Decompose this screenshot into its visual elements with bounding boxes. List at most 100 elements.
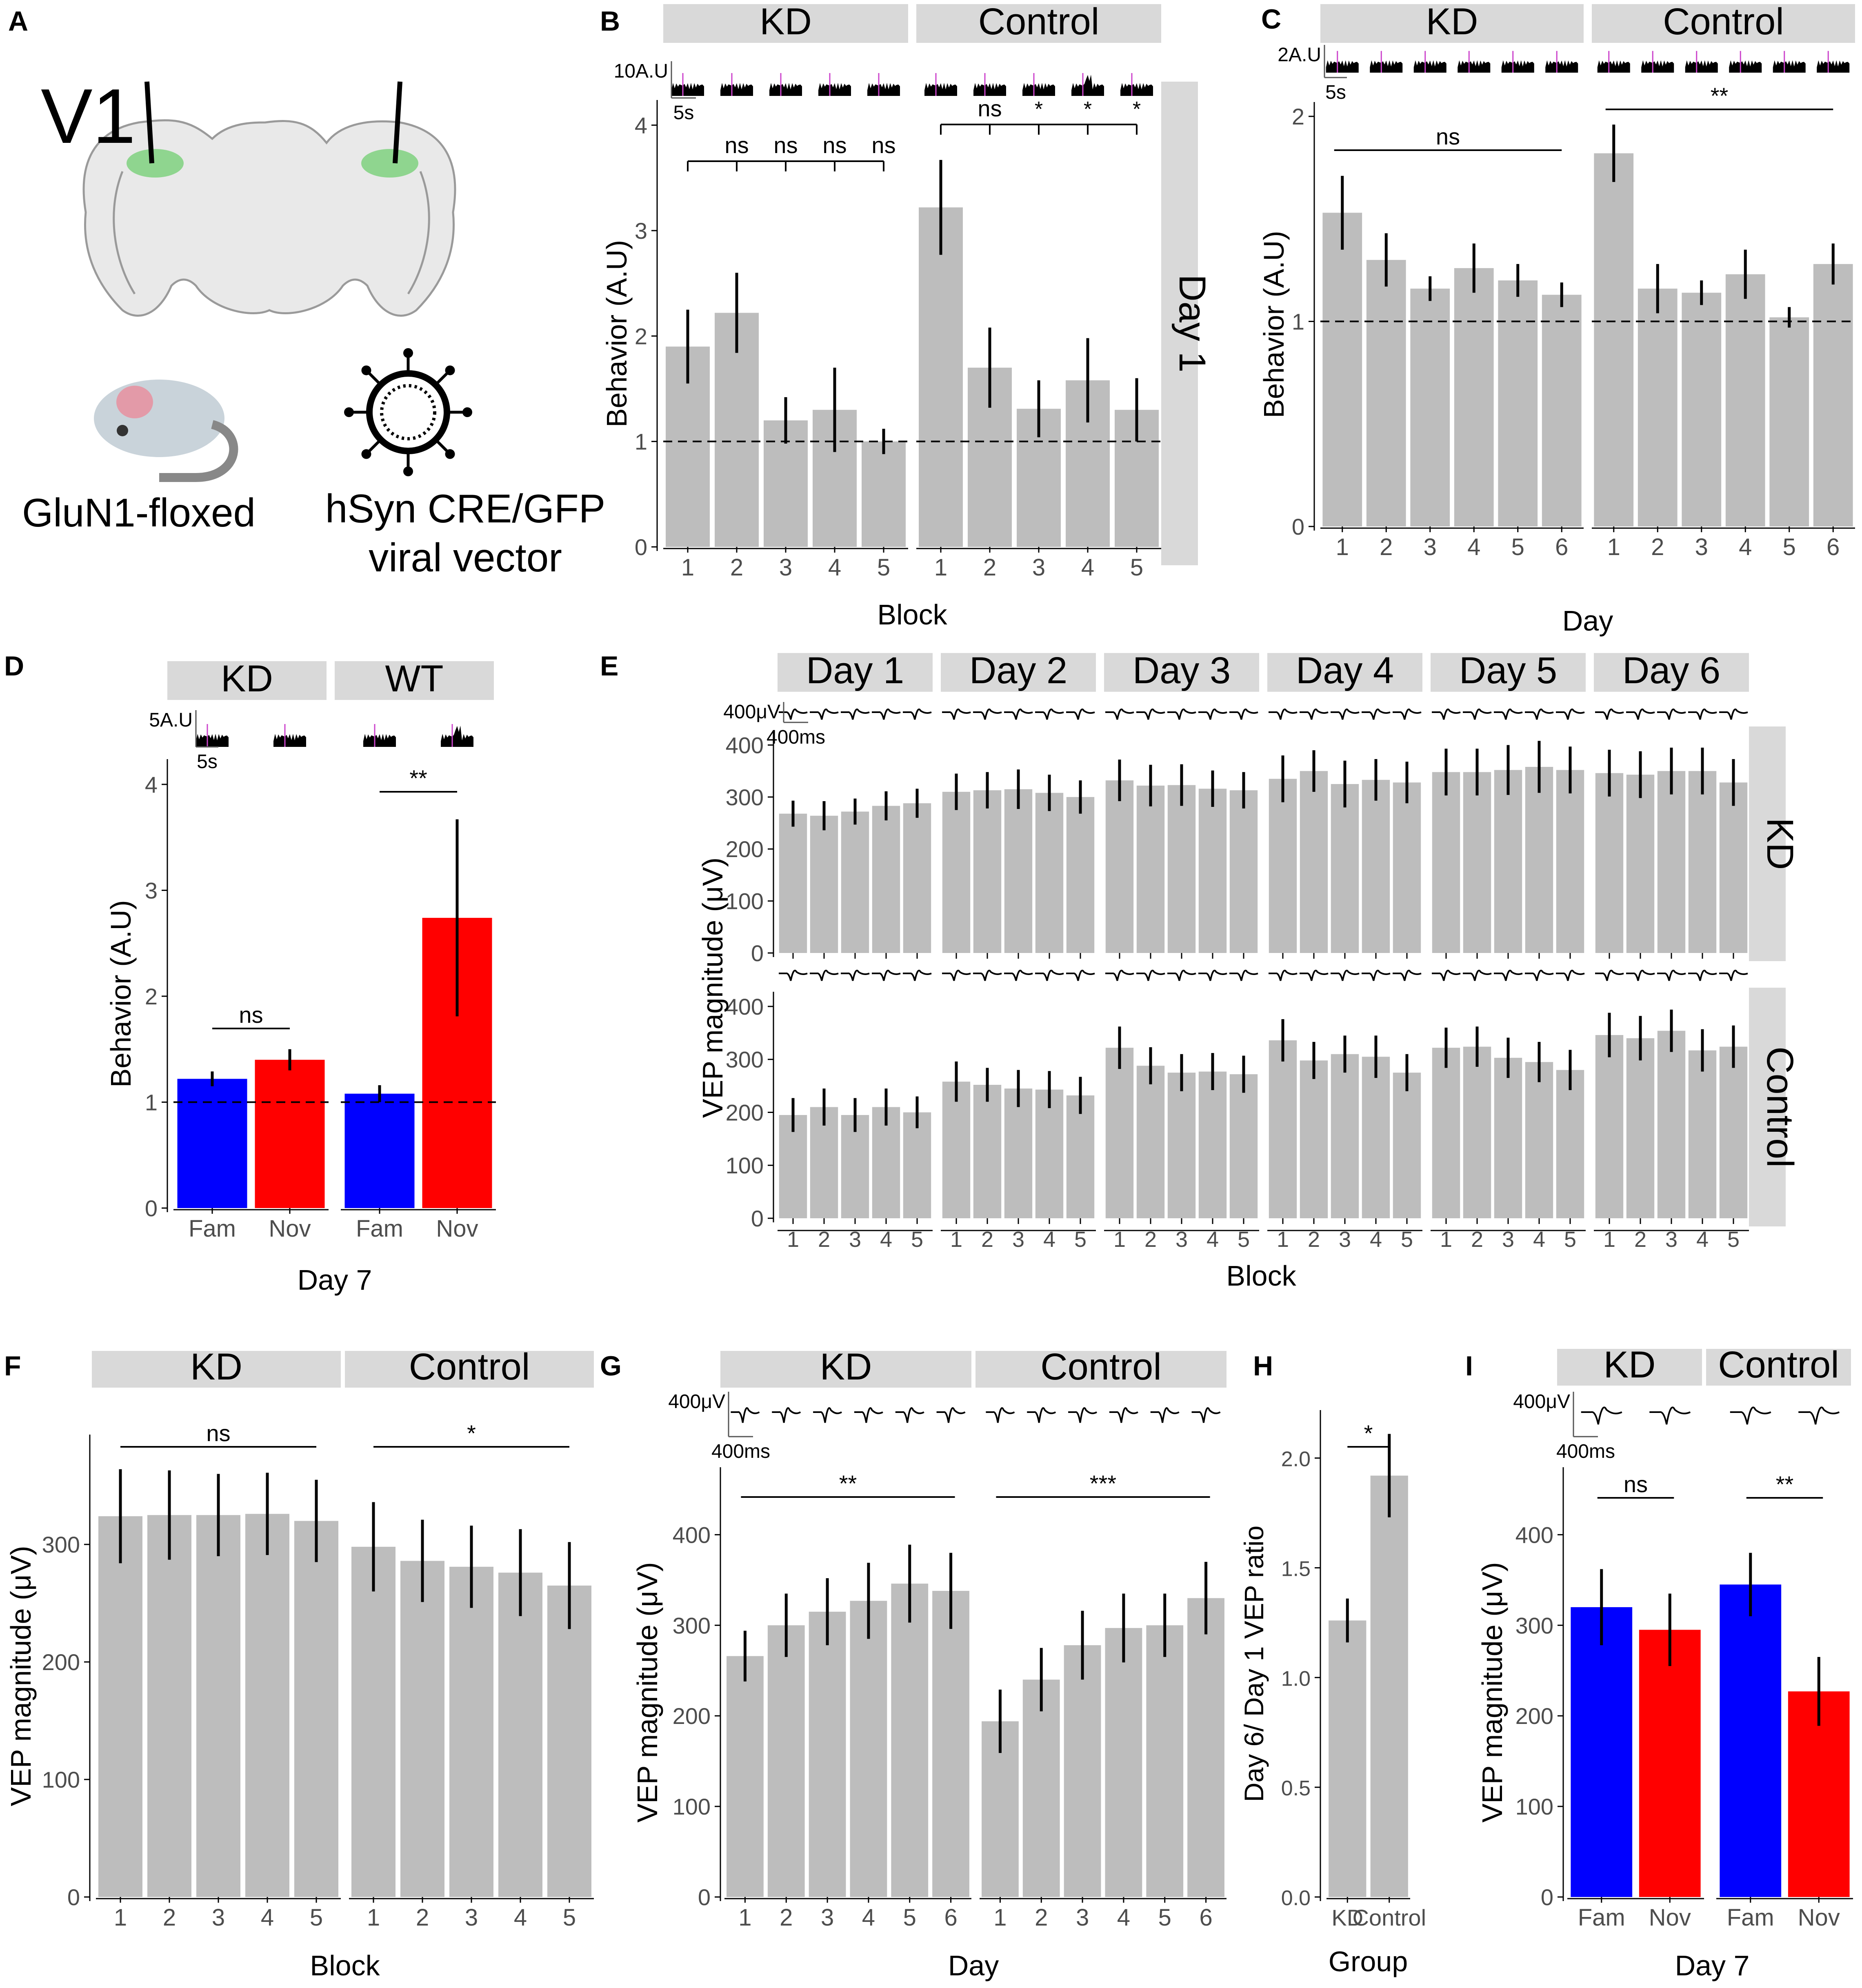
panel-e-kd-day2-bar-3: [1004, 789, 1033, 953]
panel-e-kd-day2-bar-2: [973, 790, 1002, 953]
panel-g-strip-kd: [720, 1351, 971, 1388]
panel-e-strip-day-6-label: Day 6: [1622, 650, 1720, 691]
panel-e-strip-day-3: [1104, 653, 1259, 692]
panel-b-control-xlabel-1: 1: [934, 554, 947, 581]
panel-g-strip-control-label: Control: [1040, 1346, 1162, 1388]
panel-b-test-0-3: ns: [773, 132, 798, 158]
panel-e-kd-day1-bar-2: [810, 815, 838, 953]
panel-i-vep-1-1: [1730, 1406, 1771, 1425]
panel-b-test-1-5: *: [1133, 98, 1141, 121]
panel-e-vep-1-1-4: [1035, 970, 1064, 981]
panel-e-kd-day1-bar-1: [779, 813, 807, 953]
panel-d-trace-1-2: [441, 726, 473, 747]
panel-h-ytick-label-1: 0.5: [1281, 1777, 1311, 1800]
panel-d-xlabel: Day 7: [298, 1264, 372, 1296]
panel-g-kd-bar-6: [932, 1590, 969, 1897]
panel-i-strip-kd: [1557, 1349, 1702, 1386]
panel-i-ytick-label-4: 400: [1515, 1522, 1553, 1548]
panel-b-test-0-2: ns: [724, 132, 749, 158]
panel-e-control-day1-xlabel-2: 2: [818, 1227, 830, 1252]
panel-letter-D: D: [4, 651, 24, 682]
panel-e-control-day5-xlabel-4: 4: [1533, 1227, 1545, 1252]
panel-b-trace-1-5: [1120, 83, 1153, 96]
panel-c-kd-xlabel-3: 3: [1424, 534, 1437, 560]
panel-d-wt-sig-label: **: [409, 765, 427, 791]
panel-b-test-0-4: ns: [822, 132, 847, 158]
panel-e-control-day6-xlabel-4: 4: [1696, 1227, 1709, 1252]
panel-d-ylabel: Behavior (A.U): [105, 900, 137, 1087]
panel-f-ytick-label-3: 300: [42, 1532, 80, 1557]
panel-g-scale-y-label: 400μV: [668, 1391, 725, 1413]
panel-h-bar-2: [1370, 1475, 1408, 1897]
panel-e-kd-day5-bar-2: [1463, 772, 1491, 953]
panel-c-scale-y-label: 2A.U: [1278, 44, 1321, 66]
panel-e-control-day4-bar-5: [1393, 1073, 1421, 1218]
panel-e-vep-0-0-5: [903, 709, 932, 720]
panel-e-vep-0-2-4: [1198, 709, 1227, 720]
panel-e-scale-y-label: 400μV: [723, 701, 780, 723]
panel-e-strip-day-5: [1431, 653, 1586, 692]
panel-e-strip-day-6: [1594, 653, 1749, 692]
panel-g-xlabel: Day: [948, 1950, 999, 1981]
panel-e-vep-0-3-2: [1300, 709, 1329, 720]
panel-f-control-bar-5: [547, 1585, 591, 1897]
panel-b-strip-control: [916, 4, 1161, 43]
panel-e-control-day4-xlabel-1: 1: [1277, 1227, 1289, 1252]
panel-g-ylabel: VEP magnitude (μV): [631, 1562, 663, 1822]
panel-e-control-day2-bar-3: [1004, 1088, 1033, 1218]
panel-e-kd-day2-bar-5: [1066, 797, 1095, 953]
panel-e-vep-1-4-1: [1432, 970, 1461, 981]
panel-g-kd-xlabel-6: 6: [944, 1904, 957, 1931]
panel-c-control-xlabel-1: 1: [1607, 534, 1620, 560]
panel-f-strip-kd: [92, 1351, 341, 1388]
panel-letter-F: F: [4, 1351, 21, 1382]
panel-g-control-xlabel-2: 2: [1035, 1904, 1048, 1931]
panel-e-vep-1-3-3: [1331, 970, 1360, 981]
panel-e-row-0-ytick-label-3: 300: [726, 784, 764, 810]
panel-e-kd-day3-bar-2: [1136, 785, 1165, 953]
panel-e-kd-day4-bar-3: [1331, 784, 1359, 953]
panel-f-control-bar-3: [449, 1566, 493, 1897]
panel-e-vep-1-4-2: [1463, 970, 1492, 981]
panel-e-control-day1-xlabel-4: 4: [880, 1227, 892, 1252]
panel-f-ytick-label-2: 200: [42, 1649, 80, 1675]
panel-e-row-strip-kd: [1749, 726, 1786, 961]
panel-e-control-day4-xlabel-4: 4: [1370, 1227, 1382, 1252]
panel-h-ytick-label-0: 0.0: [1281, 1886, 1311, 1910]
panel-f-control-bar-2: [400, 1561, 444, 1897]
panel-e-control-day1-xlabel-1: 1: [787, 1227, 799, 1252]
panel-h-xlabel-1: KD: [1331, 1905, 1363, 1930]
panel-g-control-xlabel-5: 5: [1158, 1904, 1171, 1931]
panel-f-control-xlabel-5: 5: [563, 1904, 576, 1931]
panel-e-vep-0-0-3: [841, 709, 870, 720]
panel-e-vep-1-3-1: [1269, 970, 1298, 981]
panel-e-control-day3-xlabel-2: 2: [1144, 1227, 1157, 1252]
panel-b-ytick-label-3: 3: [635, 218, 647, 244]
panel-e-control-day3-bar-2: [1136, 1066, 1165, 1218]
panel-g-vep-0-1: [731, 1407, 760, 1423]
panel-e-kd-day6-bar-3: [1657, 771, 1686, 953]
panel-e-control-day3-bar-3: [1167, 1073, 1196, 1218]
region-label-v1: V1: [41, 73, 136, 160]
panel-b-test-1-4: *: [1084, 98, 1092, 121]
panel-g-kd-bar-1: [727, 1656, 764, 1897]
panel-g-kd-bar-3: [809, 1611, 846, 1897]
panel-g-kd-xlabel-4: 4: [862, 1904, 875, 1931]
panel-e-control-day3-bar-4: [1198, 1071, 1227, 1218]
panel-e-strip-day-3-label: Day 3: [1133, 650, 1231, 691]
panel-e-control-day3-xlabel-1: 1: [1113, 1227, 1126, 1252]
panel-c-trace-1-5: [1773, 60, 1806, 73]
panel-e-control-day5-bar-2: [1463, 1046, 1491, 1218]
panel-g-ytick-label-1: 100: [673, 1794, 711, 1819]
panel-d-kd-xlabel-1: Fam: [189, 1215, 236, 1242]
panel-i-control-sig-label: **: [1776, 1471, 1794, 1497]
panel-i-xlabel: Day 7: [1675, 1950, 1750, 1981]
panel-c-kd-xlabel-2: 2: [1380, 534, 1393, 560]
panel-b-control-xlabel-4: 4: [1081, 554, 1094, 581]
panel-e-control-day5-xlabel-5: 5: [1564, 1227, 1576, 1252]
panel-g-ytick-label-2: 200: [673, 1703, 711, 1729]
panel-d-trace-1-1: [363, 734, 396, 747]
panel-letter-A: A: [8, 6, 28, 37]
panel-i-strip-control: [1706, 1349, 1851, 1386]
panel-b-trace-1-3: [1022, 83, 1055, 96]
